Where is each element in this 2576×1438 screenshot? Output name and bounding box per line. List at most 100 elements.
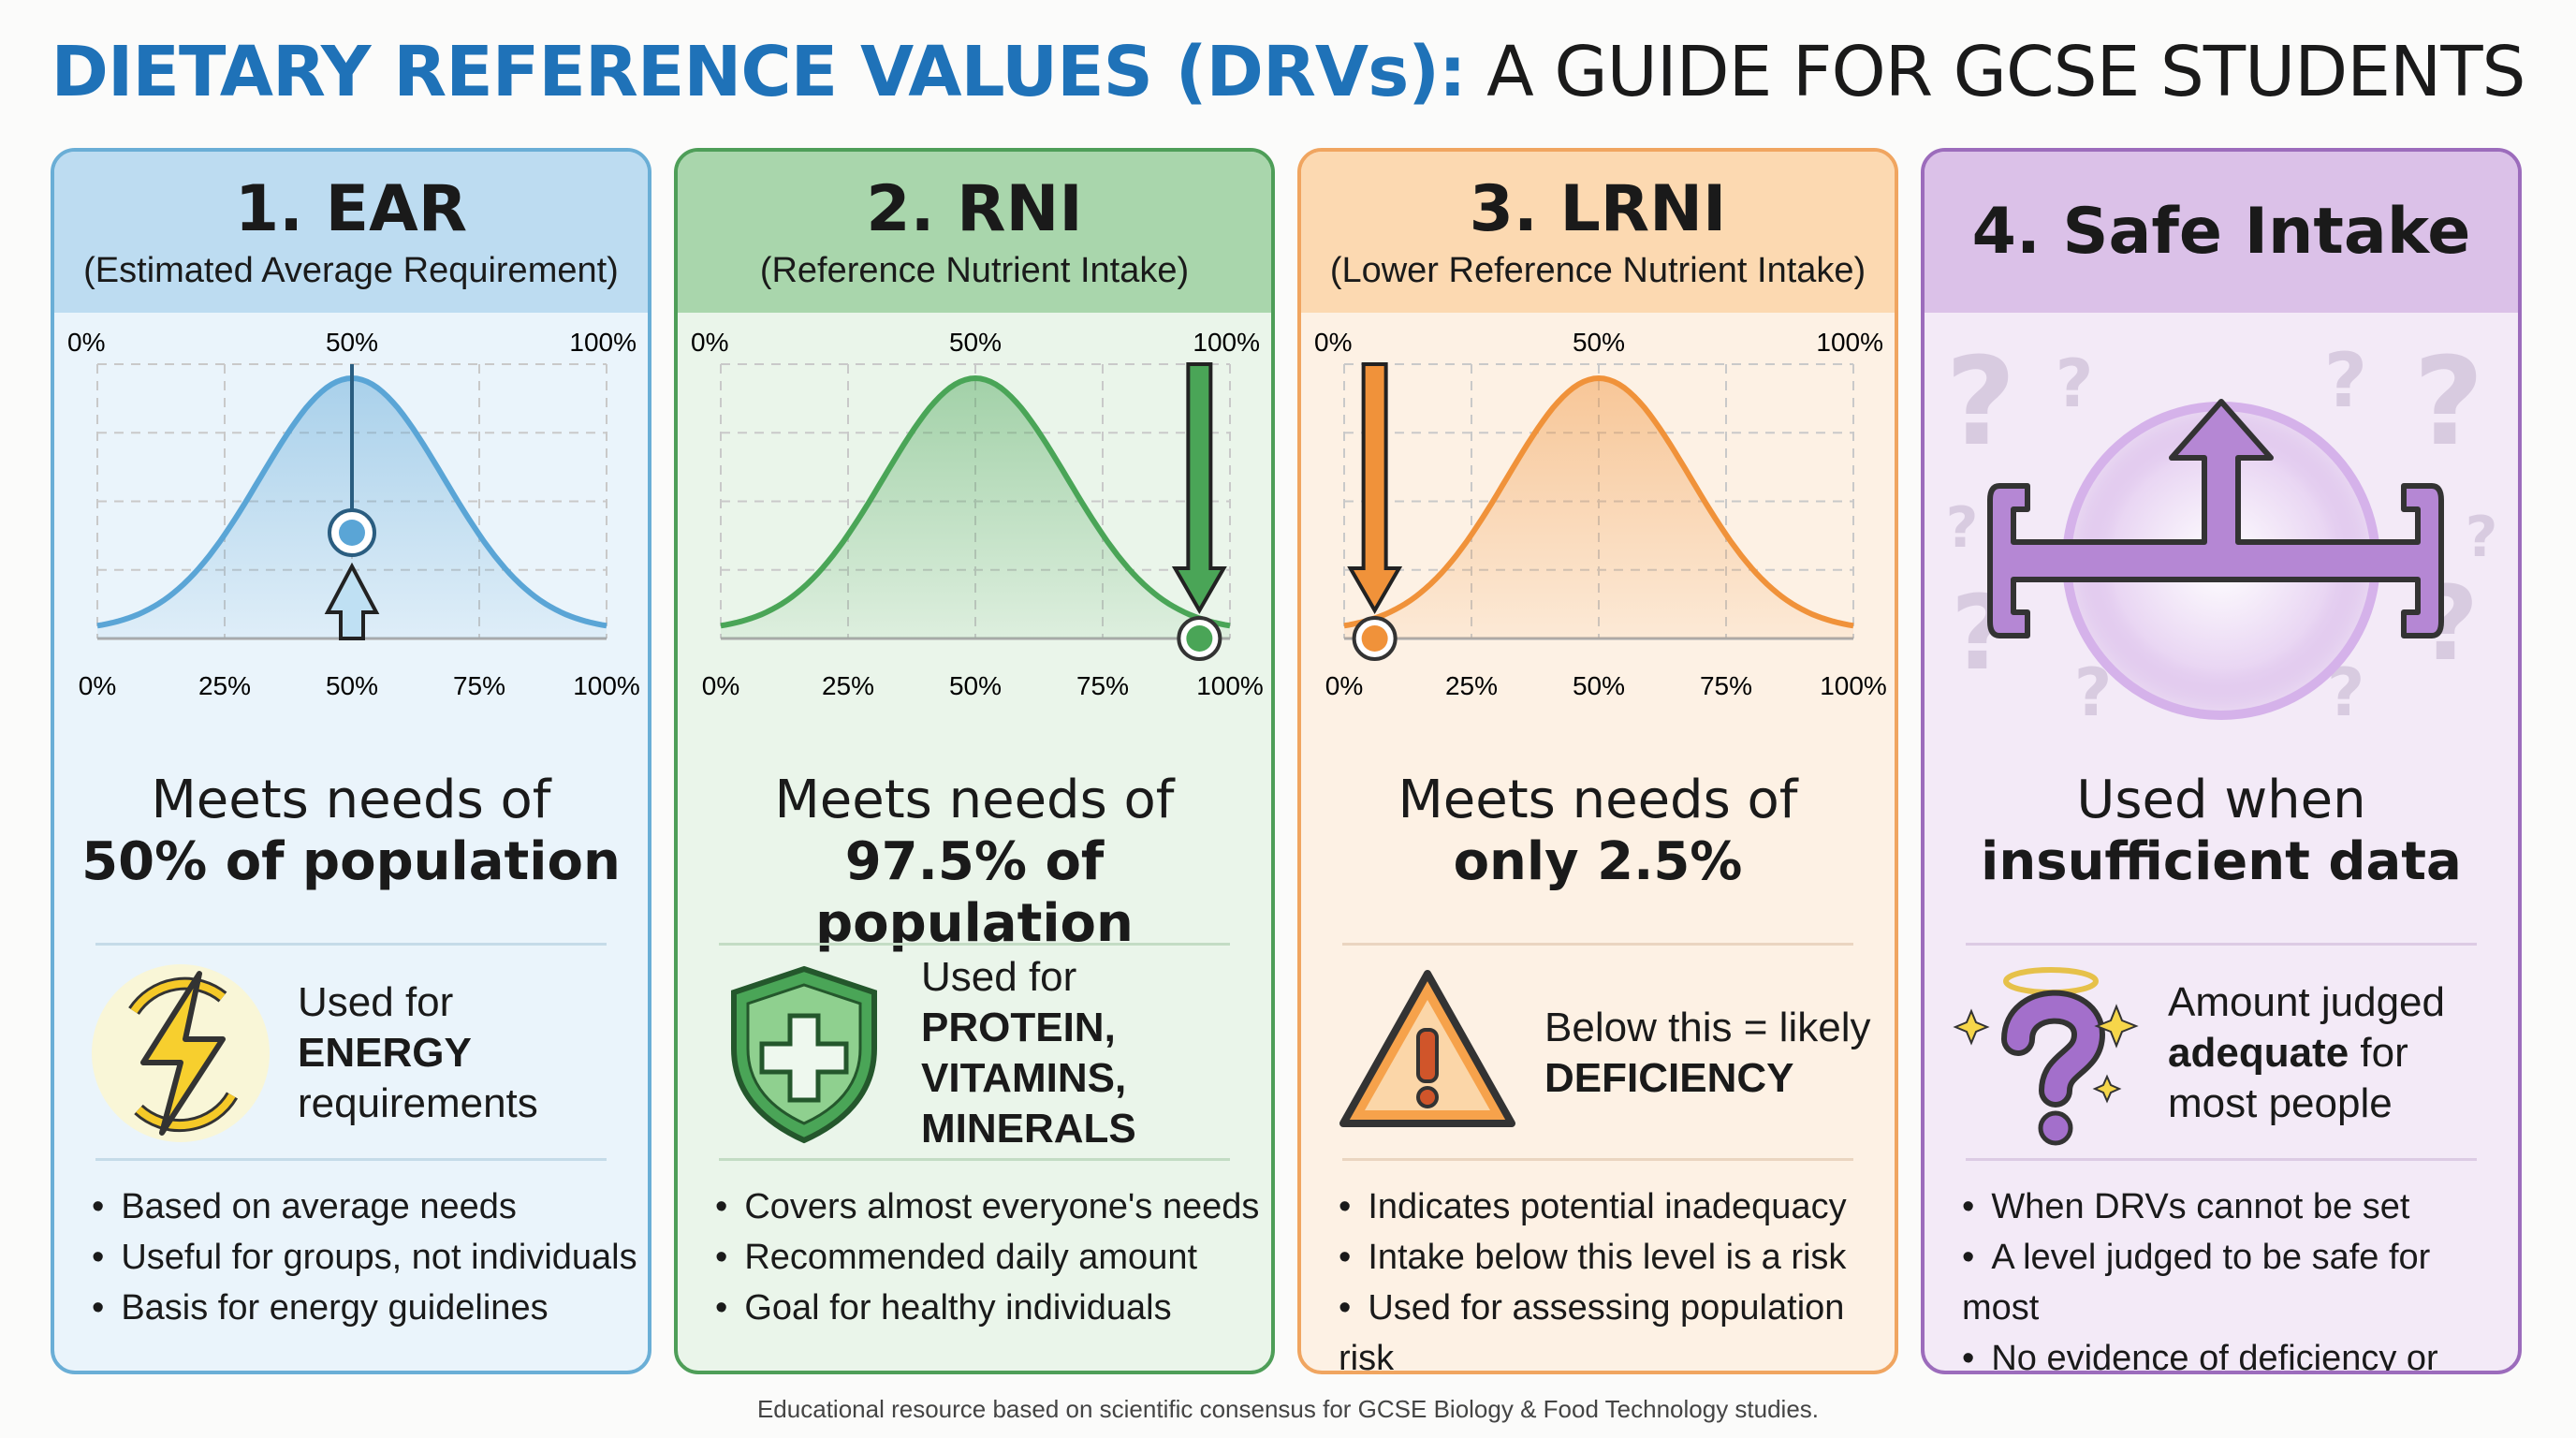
distribution-curve [720,374,1231,629]
bullet-item: Goal for healthy individuals [715,1283,1262,1333]
question-mark-icon: ? [2324,337,2367,424]
card-subtitle: (Reference Nutrient Intake) [759,251,1190,290]
distribution-curve [1343,374,1854,629]
top-tick-label: 50% [1573,328,1625,357]
usage-text-pre: Below this = likely [1544,1005,1871,1050]
usage-text: Amount judged adequate for most people [2168,977,2499,1129]
question-mark-icon: ? [1946,495,1979,561]
bottom-tick-label: 75% [1076,671,1129,700]
key-statement-line2: 97.5% of population [815,831,1134,954]
key-statement: Meets needs of 97.5% of population [678,770,1271,955]
card-safe-intake: 4. Safe Intake ?????????? Used when insu… [1921,148,2522,1374]
top-tick-label: 0% [67,328,105,357]
distribution-chart: 0% 50% 100% 0% 25% 50% 75% 100% [54,313,648,781]
usage-row: Amount judged adequate for most people [1953,955,2499,1152]
card-subtitle: (Estimated Average Requirement) [83,251,619,290]
marker-dot [1186,625,1213,652]
marker [1347,362,1403,661]
usage-text-post: for most people [2168,1030,2408,1126]
bottom-tick-label: 0% [1325,671,1363,700]
range-bracket-arrow-icon [1987,399,2444,638]
usage-row: Used for ENERGY requirements [82,955,629,1152]
usage-text-pre: Used for [921,954,1077,1000]
key-statement-line2: insufficient data [1981,831,2462,892]
question-mark-icon: ? [2056,345,2094,422]
page-title: DIETARY REFERENCE VALUES (DRVs): A GUIDE… [0,32,2576,112]
key-statement-line1: Meets needs of [151,770,551,830]
bullet-list: When DRVs cannot be setA level judged to… [1962,1181,2509,1371]
key-statement-line1: Used when [2076,770,2366,830]
bottom-tick-label: 100% [1820,671,1887,700]
down-arrow-icon [1171,362,1227,614]
key-statement-line1: Meets needs of [1398,770,1798,830]
bullet-list: Indicates potential inadequacyIntake bel… [1339,1181,1885,1371]
marker-dot [339,520,365,546]
bottom-tick-label: 50% [1573,671,1625,700]
key-statement-line2: only 2.5% [1453,831,1743,892]
distribution-chart: 0% 50% 100% 0% 25% 50% 75% 100% [678,313,1271,781]
bottom-tick-label: 0% [702,671,739,700]
key-statement: Meets needs of only 2.5% [1301,770,1895,893]
divider [719,943,1230,946]
question-mark-icon: ? [1945,330,2015,473]
card-title: 1. EAR [234,172,468,246]
distribution-fill [1344,378,1853,638]
footer-note: Educational resource based on scientific… [756,1395,1820,1423]
bullet-list: Covers almost everyone's needsRecommende… [715,1181,1262,1333]
bullet-item: Covers almost everyone's needs [715,1181,1262,1232]
card-header: 3. LRNI (Lower Reference Nutrient Intake… [1301,152,1895,313]
top-tick-label: 100% [1193,328,1260,357]
top-tick-label: 0% [1314,328,1352,357]
usage-text: Used for PROTEIN, VITAMINS, MINERALS [921,952,1252,1154]
divider [1966,1158,2477,1161]
card-header: 1. EAR (Estimated Average Requirement) [54,152,648,313]
question-mark-icon: ? [2466,505,2498,570]
card-title: 3. LRNI [1469,172,1727,246]
up-arrow-icon [324,562,380,640]
bullet-item: Recommended daily amount [715,1232,1262,1283]
top-tick-label: 100% [569,328,637,357]
card-subtitle: (Lower Reference Nutrient Intake) [1329,251,1866,290]
marker [1171,362,1227,661]
usage-row: Used for PROTEIN, VITAMINS, MINERALS [706,952,1252,1154]
divider [95,1158,607,1161]
card-title: 4. Safe Intake [1971,195,2471,269]
bullet-list: Based on average needsUseful for groups,… [92,1181,638,1333]
card-rni: 2. RNI (Reference Nutrient Intake) 0% 50%… [674,148,1275,1374]
bottom-tick-label: 50% [326,671,378,700]
bullet-item: Used for assessing population risk [1339,1283,1885,1371]
bullet-item: Useful for groups, not individuals [92,1232,638,1283]
card-header: 4. Safe Intake [1925,152,2518,313]
card-title: 2. RNI [866,172,1083,246]
bottom-tick-label: 100% [573,671,640,700]
divider [1342,943,1853,946]
bullet-item: Indicates potential inadequacy [1339,1181,1885,1232]
haloed-question-mark-icon [1953,967,2139,1146]
top-tick-label: 0% [691,328,728,357]
bullet-item: When DRVs cannot be set [1962,1181,2509,1232]
shield-cross-icon [731,965,877,1144]
bottom-tick-label: 100% [1196,671,1264,700]
marker-dot [1361,625,1388,652]
usage-text-pre: Used for [298,979,454,1025]
bottom-tick-label: 0% [79,671,116,700]
bottom-tick-label: 75% [453,671,505,700]
lightning-bolt-icon [92,964,270,1142]
bottom-tick-label: 25% [198,671,251,700]
usage-text-bold: adequate [2168,1030,2349,1076]
key-statement-line2: 50% of population [81,831,621,892]
bottom-tick-label: 25% [822,671,874,700]
divider [719,1158,1230,1161]
bullet-item: Basis for energy guidelines [92,1283,638,1333]
title-rest: A GUIDE FOR GCSE STUDENTS [1465,32,2525,112]
bullet-item: Intake below this level is a risk [1339,1232,1885,1283]
bottom-tick-label: 50% [949,671,1002,700]
divider [1342,1158,1853,1161]
down-arrow-icon [1347,362,1403,614]
usage-text-post: requirements [298,1080,538,1126]
usage-text-bold: DEFICIENCY [1544,1055,1794,1101]
question-mark-icon: ? [2413,330,2483,473]
card-lrni: 3. LRNI (Lower Reference Nutrient Intake… [1297,148,1898,1374]
usage-text-pre: Amount judged [2168,979,2445,1025]
key-statement: Used when insufficient data [1925,770,2518,893]
